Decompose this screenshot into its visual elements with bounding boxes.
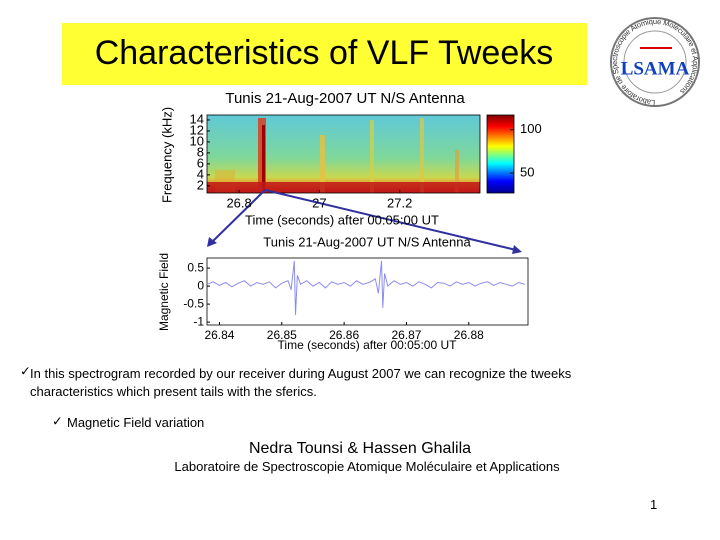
- x-tick-label: 26.86: [329, 328, 359, 342]
- y-tick-label: 12: [190, 122, 204, 137]
- y-axis-label: Frequency (kHz): [159, 107, 174, 203]
- x-tick-label: 26.87: [391, 328, 421, 342]
- x-tick-label: 26.88: [454, 328, 484, 342]
- colorbar: [486, 114, 515, 194]
- chart-title: Tunis 21-Aug-2007 UT N/S Antenna: [225, 90, 465, 107]
- spectrogram-streak: [420, 118, 424, 193]
- x-axis-label: Time (seconds) after 00:05:00 UT: [278, 338, 458, 352]
- y-tick-label: 0.5: [187, 260, 204, 274]
- y-tick-label: 4: [197, 166, 204, 181]
- y-tick-label: 2: [197, 177, 204, 192]
- spectrogram-streak: [320, 135, 325, 193]
- charts: Tunis 21-Aug-2007 UT N/S Antenna Time (se…: [157, 90, 542, 352]
- x-tick-label: 26.85: [267, 328, 297, 342]
- y-tick-label: -0.5: [183, 296, 204, 310]
- y-tick-label: 8: [197, 144, 204, 159]
- colorbar-tick-label: 50: [520, 165, 534, 180]
- chart-title: Tunis 21-Aug-2007 UT N/S Antenna: [263, 234, 471, 249]
- checkmark: ✓: [20, 363, 31, 378]
- bullet: Magnetic Field variation: [67, 415, 205, 430]
- spectrogram-image: [206, 114, 481, 194]
- arrow: [264, 189, 517, 251]
- y-tick-label: -1: [193, 314, 204, 328]
- spectrogram-band: [207, 182, 480, 193]
- bullet: In this spectrogram recorded by our rece…: [30, 366, 572, 399]
- y-tick-label: 14: [190, 111, 204, 126]
- y-axis-label: Magnetic Field: [157, 253, 171, 331]
- y-tick-label: 6: [197, 155, 204, 170]
- arrow-head: [512, 245, 522, 254]
- y-tick-label: 10: [190, 133, 204, 148]
- affiliation: Laboratoire de Spectroscopie Atomique Mo…: [174, 459, 560, 474]
- spectrogram-streak: [262, 125, 265, 193]
- checkmark: ✓: [52, 413, 63, 428]
- slide-title: Characteristics of VLF Tweeks: [95, 34, 554, 72]
- x-tick-label: 27.2: [387, 195, 412, 210]
- page-number: 1: [650, 497, 658, 512]
- spectrogram-bg: [207, 115, 480, 193]
- arrow-head: [207, 237, 217, 247]
- authors: Nedra Tounsi & Hassen Ghalila: [248, 440, 472, 457]
- x-tick-label: 27: [312, 195, 326, 210]
- colorbar-tick-label: 100: [520, 121, 542, 136]
- logo-inner: [623, 30, 687, 94]
- x-tick-label: 26.8: [226, 195, 251, 210]
- waveform: [206, 260, 526, 315]
- spectrogram-streak: [455, 150, 459, 193]
- arrow: [211, 189, 266, 243]
- spectrogram-frame: [206, 114, 481, 194]
- logo-letters: LSAMA: [621, 58, 690, 79]
- y-tick-label: 0: [197, 278, 204, 292]
- spectrogram-streak: [370, 120, 374, 193]
- waveform-frame: [206, 257, 529, 326]
- x-axis-label: Time (seconds) after 00:05:00 UT: [245, 212, 439, 227]
- x-tick-label: 26.84: [204, 328, 234, 342]
- title-box: [62, 23, 587, 85]
